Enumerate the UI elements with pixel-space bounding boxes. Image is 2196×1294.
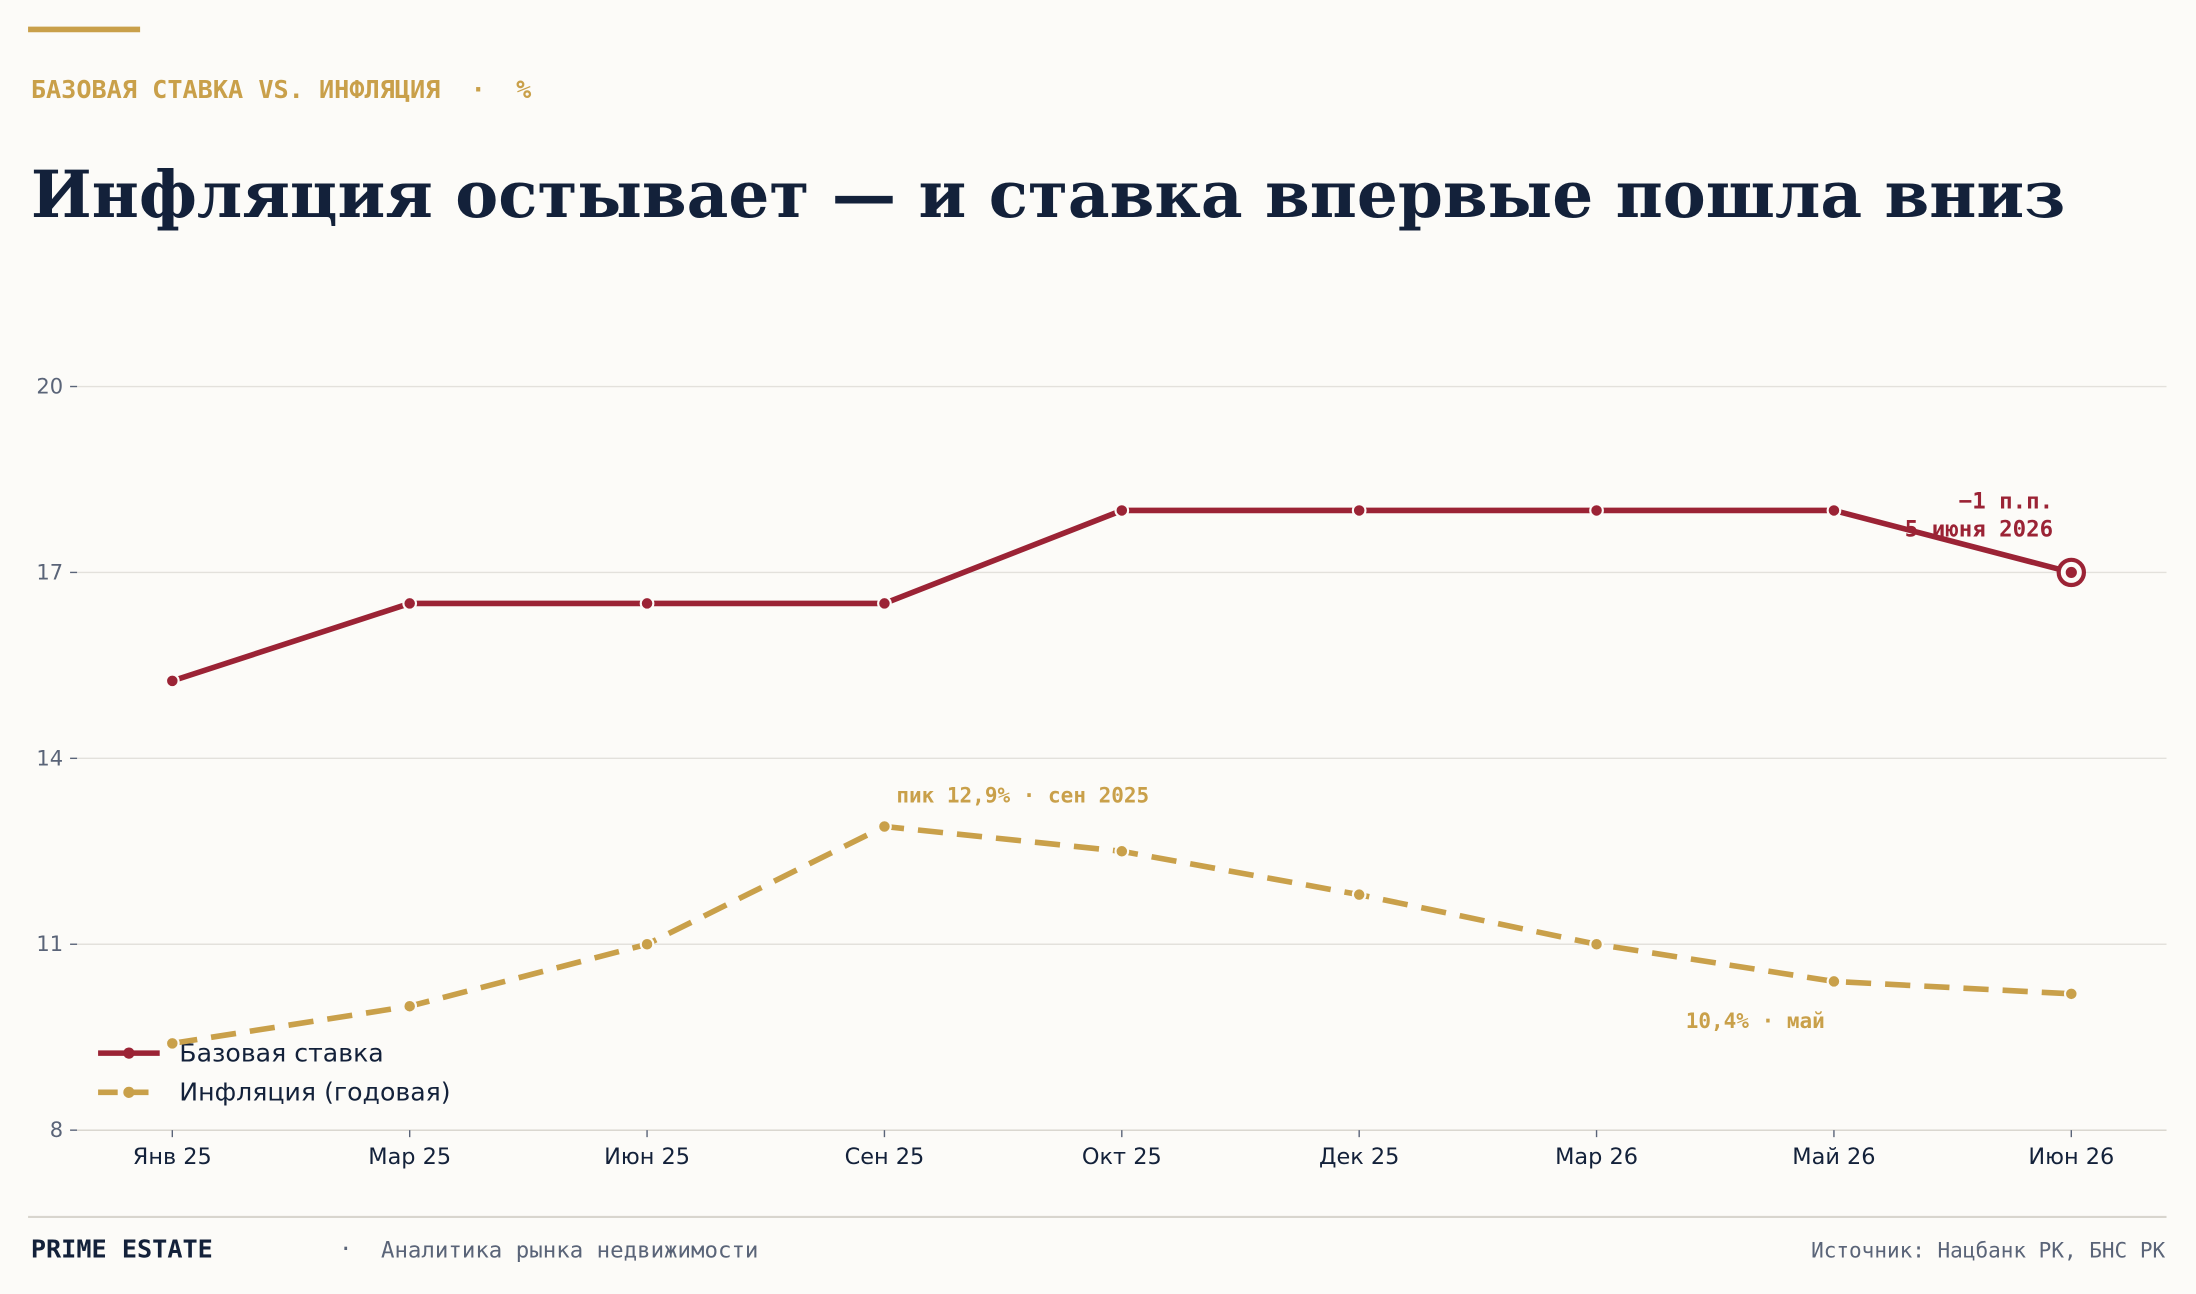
annotation: −1 п.п. — [1959, 488, 2053, 514]
annotation: 10,4% · май — [1686, 1009, 1825, 1033]
point — [639, 936, 655, 952]
point — [1351, 503, 1367, 518]
chart-title: Инфляция остывает — и ставка впервые пош… — [31, 158, 2065, 233]
footer-tagline: Аналитика рынка недвижимости — [381, 1238, 758, 1264]
y-tick-label: 11 — [36, 932, 63, 956]
kicker: БАЗОВАЯ СТАВКА VS. ИНФЛЯЦИЯ · % — [31, 75, 531, 104]
footer-source: Источник: Нацбанк РК, БНС РК — [1811, 1239, 2165, 1263]
legend-label: Инфляция (годовая) — [179, 1078, 450, 1107]
x-tick-label: Мар 26 — [1555, 1144, 1638, 1170]
point — [2065, 566, 2077, 579]
point — [1826, 503, 1842, 518]
x-tick-label: Сен 25 — [845, 1144, 925, 1170]
point — [1589, 936, 1604, 952]
point — [1826, 974, 1842, 989]
annotation: пик 12,9% · сен 2025 — [896, 783, 1149, 807]
point — [1114, 503, 1130, 518]
y-tick-label: 8 — [50, 1118, 63, 1142]
legend-marker — [123, 1086, 135, 1098]
legend-marker — [123, 1047, 135, 1059]
point — [164, 673, 180, 689]
legend-label: Базовая ставка — [179, 1039, 383, 1068]
x-tick-label: Янв 25 — [133, 1144, 212, 1170]
point — [639, 596, 655, 611]
point — [402, 998, 418, 1014]
point — [1351, 887, 1367, 903]
x-tick-label: Июн 25 — [604, 1144, 690, 1170]
point — [877, 819, 892, 834]
y-tick-label: 17 — [36, 560, 63, 584]
x-tick-label: Май 26 — [1792, 1144, 1875, 1170]
point — [2063, 986, 2079, 1002]
point — [1114, 843, 1130, 859]
x-tick-label: Июн 26 — [2028, 1144, 2114, 1170]
footer-brand: PRIME ESTATE — [31, 1235, 213, 1264]
point — [164, 1036, 180, 1051]
point — [402, 596, 418, 611]
footer-separator: · — [339, 1236, 352, 1262]
x-tick-label: Окт 25 — [1082, 1144, 1162, 1170]
y-tick-label: 20 — [36, 375, 63, 399]
y-tick-label: 14 — [36, 746, 63, 770]
x-tick-label: Дек 25 — [1319, 1144, 1399, 1170]
point — [1589, 503, 1604, 518]
point — [877, 596, 892, 611]
annotation: 5 июня 2026 — [1905, 516, 2053, 542]
x-tick-label: Мар 25 — [368, 1144, 451, 1170]
